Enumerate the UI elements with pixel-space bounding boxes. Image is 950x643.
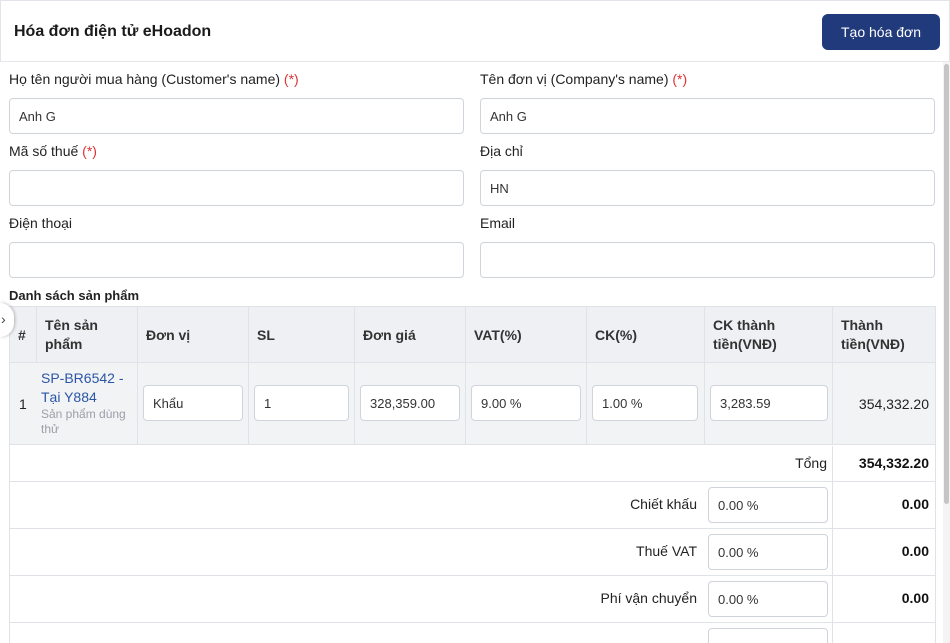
tax-code-label: Mã số thuế (*) (9, 143, 97, 159)
vat-total-input[interactable] (708, 534, 828, 570)
tax-code-input[interactable] (9, 170, 464, 206)
phone-input[interactable] (9, 242, 464, 278)
row-index: 1 (19, 396, 27, 412)
invoice-form: Họ tên người mua hàng (Customer's name) … (0, 62, 943, 643)
vat-label: Thuế VAT (636, 543, 697, 559)
col-qty-header: SL (248, 307, 354, 363)
ck-amount-input[interactable] (710, 385, 828, 421)
app-header: Hóa đơn điện tử eHoadon Tạo hóa đơn (0, 0, 950, 62)
address-input[interactable] (480, 170, 935, 206)
col-price-header: Đơn giá (354, 307, 465, 363)
col-unit-header: Đơn vị (137, 307, 248, 363)
col-ck-amount-header: CK thành tiền(VNĐ) (704, 307, 832, 363)
col-vat-header: VAT(%) (465, 307, 586, 363)
products-section-title: Danh sách sản phẩm (9, 288, 140, 303)
next-summary-input[interactable] (708, 628, 828, 643)
unit-price-input[interactable] (360, 385, 460, 421)
col-amount-header: Thành tiền(VNĐ) (832, 307, 935, 363)
company-name-label: Tên đơn vị (Company's name) (*) (480, 71, 688, 87)
ck-percent-input[interactable] (592, 385, 698, 421)
col-index-header: # (18, 326, 26, 343)
discount-value: 0.00 (901, 496, 929, 512)
next-summary-row (10, 623, 935, 643)
unit-input[interactable] (143, 385, 243, 421)
total-value: 354,332.20 (858, 455, 929, 471)
product-code-link[interactable]: SP-BR6542 - Tại Y884 (41, 370, 124, 405)
discount-input[interactable] (708, 487, 828, 523)
address-label: Địa chỉ (480, 143, 523, 159)
customer-name-label: Họ tên người mua hàng (Customer's name) … (9, 71, 299, 87)
create-invoice-button[interactable]: Tạo hóa đơn (822, 14, 940, 50)
shipping-input[interactable] (708, 581, 828, 617)
discount-row: Chiết khấu 0.00 (10, 482, 935, 529)
scrollbar-thumb[interactable] (944, 64, 949, 504)
email-input[interactable] (480, 242, 935, 278)
total-row: Tổng 354,332.20 (10, 446, 935, 482)
page-title: Hóa đơn điện tử eHoadon (14, 23, 212, 40)
total-label: Tổng (795, 455, 827, 471)
quantity-input[interactable] (254, 385, 349, 421)
table-header: # Tên sản phẩm Đơn vị SL Đơn giá VAT(%) C… (10, 307, 935, 363)
vertical-scrollbar[interactable] (943, 62, 950, 643)
email-label: Email (480, 215, 516, 231)
vat-value: 0.00 (901, 543, 929, 559)
sidebar-toggle[interactable]: › (0, 303, 14, 337)
col-ck-header: CK(%) (586, 307, 704, 363)
col-name-header: Tên sản phẩm (36, 307, 137, 363)
product-description: Sản phẩm dùng thử (41, 407, 126, 436)
shipping-row: Phí vận chuyển 0.00 (10, 576, 935, 623)
shipping-value: 0.00 (901, 590, 929, 606)
row-amount: 354,332.20 (858, 396, 929, 412)
discount-label: Chiết khấu (630, 496, 697, 512)
products-table: # Tên sản phẩm Đơn vị SL Đơn giá VAT(%) C… (9, 306, 936, 643)
chevron-right-icon: › (1, 311, 6, 327)
vat-row: Thuế VAT 0.00 (10, 529, 935, 576)
customer-name-input[interactable] (9, 98, 464, 134)
company-name-input[interactable] (480, 98, 935, 134)
table-row: 1 SP-BR6542 - Tại Y884 Sản phẩm dùng thử (10, 363, 935, 445)
phone-label: Điện thoại (9, 215, 73, 231)
shipping-label: Phí vận chuyển (600, 590, 697, 606)
vat-input[interactable] (471, 385, 581, 421)
